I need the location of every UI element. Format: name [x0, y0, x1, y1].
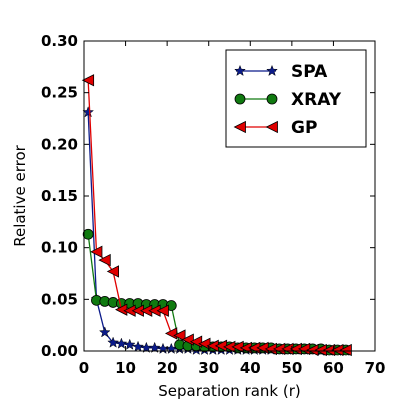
- data-point-spa: [148, 341, 161, 353]
- legend-marker-xray: [266, 93, 278, 105]
- x-tick-label: 60: [323, 359, 344, 377]
- legend-label-spa: SPA: [291, 62, 328, 82]
- data-point-gp: [90, 245, 103, 258]
- legend-marker-gp: [265, 120, 278, 134]
- data-point-gp: [164, 327, 178, 340]
- data-point-gp: [189, 335, 203, 348]
- data-point-gp: [106, 265, 119, 278]
- legend-marker-spa: [234, 64, 246, 77]
- series-layer: [81, 74, 352, 357]
- y-tick-label: 0.10: [41, 239, 78, 257]
- data-point-spa: [123, 338, 136, 350]
- y-tick-label: 0.05: [41, 290, 78, 308]
- x-axis-label: Separation rank (r): [158, 382, 301, 400]
- x-tick-label: 40: [240, 359, 261, 377]
- y-tick-label: 0.20: [41, 135, 78, 153]
- y-axis-label: Relative error: [11, 144, 29, 246]
- x-tick-label: 10: [115, 359, 136, 377]
- legend: SPA XRAY GP: [225, 49, 367, 148]
- legend-marker-spa: [266, 64, 278, 77]
- y-tick-label: 0.00: [41, 342, 78, 360]
- data-point-spa: [107, 336, 120, 348]
- data-point-gp: [181, 333, 194, 346]
- data-point-gp: [173, 329, 186, 342]
- data-point-xray: [82, 228, 94, 240]
- x-tick-label: 20: [157, 359, 178, 377]
- x-tick-label: 50: [281, 359, 302, 377]
- data-point-gp: [339, 343, 352, 357]
- data-point-spa: [98, 326, 111, 338]
- ticks-layer: 0 10 20 30 40 50 60 70 0.00 0.05 0.10 0.15 0.20 0.25 0…: [41, 32, 385, 377]
- x-tick-label: 70: [365, 359, 386, 377]
- x-tick-label: 0: [79, 359, 89, 377]
- x-tick-label: 30: [198, 359, 219, 377]
- data-point-gp: [98, 253, 111, 267]
- legend-marker-xray: [234, 93, 246, 105]
- legend-label-gp: GP: [291, 118, 317, 138]
- y-tick-label: 0.25: [41, 84, 78, 102]
- legend-label-xray: XRAY: [291, 90, 342, 110]
- y-tick-label: 0.15: [41, 187, 78, 205]
- legend-marker-gp: [233, 120, 246, 134]
- data-point-spa: [115, 337, 128, 349]
- data-point-gp: [198, 337, 211, 350]
- y-tick-label: 0.30: [41, 32, 78, 50]
- data-point-gp: [81, 74, 95, 87]
- data-point-spa: [132, 340, 144, 352]
- data-point-gp: [156, 304, 169, 317]
